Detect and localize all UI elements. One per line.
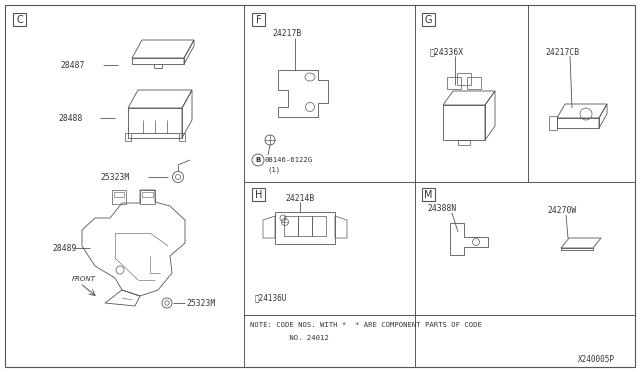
Bar: [284, 216, 298, 236]
Text: 25323M: 25323M: [186, 298, 215, 308]
Bar: [447, 77, 461, 89]
Text: NO. 24012: NO. 24012: [250, 335, 329, 341]
Text: M: M: [424, 189, 433, 199]
Text: ※24336X: ※24336X: [430, 48, 464, 57]
Bar: [422, 188, 435, 201]
Bar: [467, 77, 481, 89]
Text: B: B: [255, 157, 260, 163]
Bar: [179, 133, 185, 141]
Bar: [142, 192, 153, 197]
Bar: [112, 190, 126, 204]
Bar: [125, 133, 131, 141]
Text: 24270W: 24270W: [547, 205, 576, 215]
Text: 28489: 28489: [52, 244, 76, 253]
Bar: [458, 140, 470, 145]
Bar: [312, 216, 326, 236]
Bar: [457, 73, 471, 85]
Bar: [549, 116, 557, 130]
Text: 24217CB: 24217CB: [545, 48, 579, 57]
Bar: [422, 13, 435, 26]
Bar: [275, 212, 335, 244]
Text: 08146-6122G: 08146-6122G: [265, 157, 313, 163]
Bar: [114, 192, 124, 197]
Bar: [298, 216, 312, 236]
Bar: [13, 13, 26, 26]
Text: 28488: 28488: [58, 113, 83, 122]
Text: 24217B: 24217B: [272, 29, 301, 38]
Text: 24214B: 24214B: [285, 193, 314, 202]
Text: H: H: [255, 189, 262, 199]
Bar: [252, 13, 265, 26]
Text: 24388N: 24388N: [427, 203, 456, 212]
Text: ※24136U: ※24136U: [255, 294, 287, 302]
Text: NOTE: CODE NOS. WITH *  * ARE COMPONENT PARTS OF CODE: NOTE: CODE NOS. WITH * * ARE COMPONENT P…: [250, 322, 482, 328]
Text: C: C: [16, 15, 23, 25]
Text: G: G: [425, 15, 432, 25]
Bar: [140, 190, 155, 204]
Text: X240005P: X240005P: [578, 356, 615, 365]
Text: FRONT: FRONT: [72, 276, 96, 282]
Bar: [252, 188, 265, 201]
Text: F: F: [256, 15, 261, 25]
Text: (1): (1): [268, 167, 281, 173]
Text: 28487: 28487: [60, 61, 84, 70]
Text: 25323M: 25323M: [100, 173, 129, 182]
